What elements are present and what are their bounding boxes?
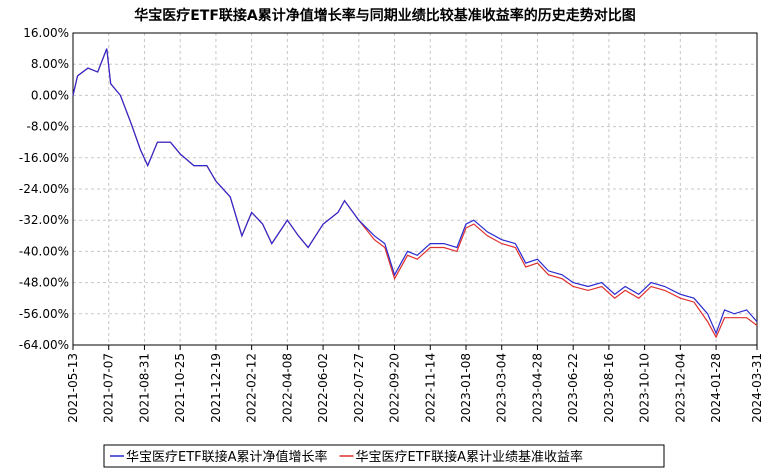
x-tick-label: 2023-08-16 [602,353,616,423]
legend-box [103,444,665,468]
y-tick-label: -48.00% [19,276,69,290]
legend-label: 华宝医疗ETF联接A累计净值增长率 [126,449,328,465]
y-tick-label: 16.00% [23,26,69,40]
x-tick-label: 2023-01-08 [459,353,473,423]
y-tick-label: 8.00% [31,57,69,71]
x-tick-label: 2023-10-10 [638,353,652,423]
x-tick-label: 2023-06-22 [566,353,580,423]
y-tick-label: -24.00% [19,182,69,196]
y-tick-label: 0.00% [31,88,69,102]
x-tick-label: 2022-07-27 [352,353,366,423]
y-tick-label: -64.00% [19,338,69,352]
x-tick-label: 2022-06-02 [316,353,330,423]
x-tick-label: 2022-02-12 [245,353,259,423]
x-tick-label: 2021-08-31 [137,353,151,423]
x-tick-label: 2022-11-14 [423,353,437,423]
x-tick-label: 2022-09-20 [388,353,402,423]
x-tick-label: 2023-04-28 [530,353,544,423]
y-tick-label: -32.00% [19,213,69,227]
x-tick-label: 2024-03-31 [750,353,764,423]
series-line [72,48,758,335]
x-tick-label: 2021-07-07 [102,353,116,423]
legend-label: 华宝医疗ETF联接A累计业绩基准收益率 [356,449,584,465]
x-tick-label: 2021-05-13 [66,353,80,423]
y-tick-label: -16.00% [19,151,69,165]
x-tick-label: 2021-12-19 [209,353,223,423]
series-line [72,48,758,339]
y-tick-label: -8.00% [27,120,69,134]
plot-frame [72,32,758,346]
x-tick-label: 2024-01-28 [709,353,723,423]
x-tick-label: 2023-03-04 [495,353,509,423]
y-tick-label: -56.00% [19,307,69,321]
x-tick-label: 2022-04-08 [280,353,294,423]
y-tick-label: -40.00% [19,244,69,258]
chart-title: 华宝医疗ETF联接A累计净值增长率与同期业绩比较基准收益率的历史走势对比图 [134,7,636,24]
x-tick-label: 2023-12-04 [673,353,687,423]
x-tick-label: 2021-10-25 [173,353,187,423]
